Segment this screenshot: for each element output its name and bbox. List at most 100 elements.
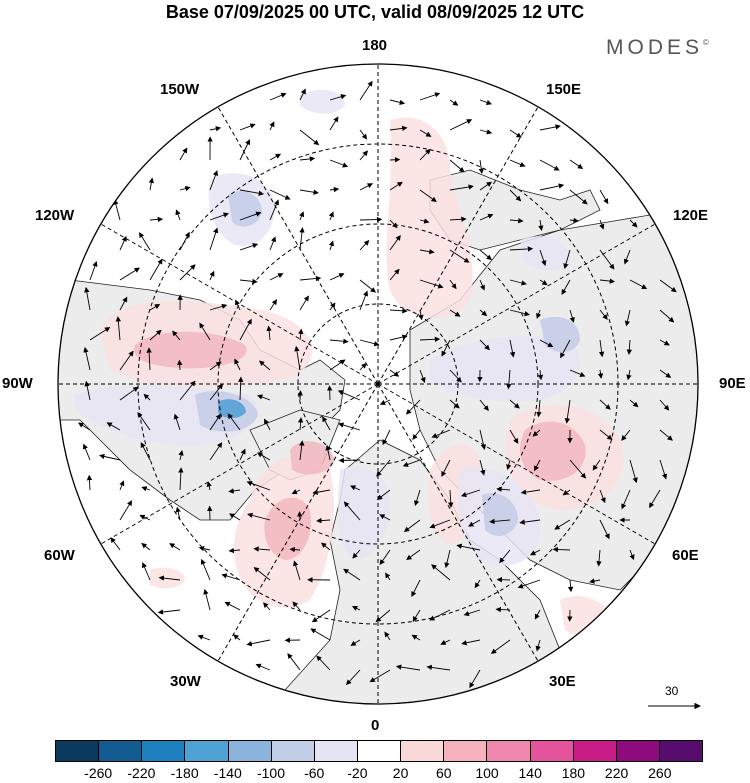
wind-vector xyxy=(539,339,554,348)
wind-vector xyxy=(560,339,571,359)
wind-vector xyxy=(449,369,462,383)
colorbar-tick-label: -100 xyxy=(256,765,286,781)
colorbar-tick-label: 100 xyxy=(475,765,499,781)
meridian-line xyxy=(217,106,379,385)
wind-vector-layer xyxy=(78,80,677,689)
wind-vector xyxy=(564,399,571,424)
wind-vector xyxy=(495,606,511,613)
wind-vector xyxy=(209,126,222,132)
wind-vector xyxy=(329,273,345,281)
wind-vector xyxy=(294,345,301,371)
wind-vector xyxy=(239,448,246,461)
wind-vector xyxy=(343,501,361,521)
wind-vector xyxy=(209,413,222,431)
wind-vector xyxy=(269,236,276,251)
wind-vector xyxy=(143,393,151,401)
wind-vector xyxy=(599,189,609,205)
wind-vector xyxy=(479,339,490,351)
wind-vector xyxy=(234,358,241,371)
colorbar-tick-label: 20 xyxy=(392,765,409,781)
wind-vector xyxy=(419,248,435,255)
lon-label-150w: 150W xyxy=(160,81,200,98)
reference-vector-label: 30 xyxy=(665,684,679,698)
wind-vector xyxy=(659,459,668,480)
wind-vector xyxy=(629,279,648,290)
wind-vector xyxy=(209,170,218,191)
wind-vector xyxy=(395,664,421,671)
colorbar-tick-label: 60 xyxy=(436,765,452,781)
wind-vector xyxy=(351,606,361,611)
wind-vector xyxy=(537,369,544,381)
wind-vector xyxy=(659,429,673,441)
wind-vector xyxy=(376,459,391,477)
wind-vector xyxy=(389,219,398,229)
wind-vector xyxy=(479,309,488,317)
wind-vector xyxy=(119,500,133,521)
wind-vector xyxy=(449,216,467,222)
colorbar-swatch xyxy=(444,741,488,761)
wind-vector xyxy=(140,442,151,461)
wind-vector xyxy=(264,418,271,431)
wind-vector xyxy=(589,578,601,584)
wind-vector xyxy=(479,399,489,412)
wind-vector xyxy=(229,513,241,521)
wind-vector xyxy=(624,309,631,327)
wind-vector xyxy=(359,290,369,311)
meridian-line xyxy=(100,383,379,545)
wind-vector xyxy=(266,325,272,341)
wind-vector xyxy=(209,212,229,221)
wind-vector xyxy=(599,519,610,540)
wind-vector xyxy=(449,309,461,317)
wind-vector xyxy=(535,639,541,652)
anomaly-region xyxy=(482,492,518,536)
wind-vector xyxy=(441,459,451,477)
wind-vector xyxy=(567,579,574,593)
wind-vector xyxy=(310,628,331,641)
wind-vector xyxy=(478,159,484,174)
wind-vector xyxy=(316,655,331,671)
lon-label-60e: 60E xyxy=(672,547,699,564)
wind-vector xyxy=(509,246,534,252)
wind-vector xyxy=(659,279,677,293)
wind-vector xyxy=(299,440,305,461)
wind-vector xyxy=(448,489,454,508)
wind-vector xyxy=(83,346,91,371)
wind-vector xyxy=(292,601,301,611)
wind-vector xyxy=(599,489,606,504)
wind-vector xyxy=(569,189,588,205)
meridian-line xyxy=(377,223,656,385)
wind-vector xyxy=(379,399,391,405)
wind-vector xyxy=(239,278,258,285)
lon-label-0: 0 xyxy=(371,717,380,734)
wind-vector xyxy=(599,278,615,284)
wind-vector xyxy=(554,519,571,530)
wind-vector xyxy=(539,159,560,171)
wind-vector xyxy=(139,514,151,521)
wind-vector xyxy=(269,92,287,101)
wind-vector xyxy=(490,639,511,654)
colorbar-swatch xyxy=(401,741,445,761)
wind-vector xyxy=(137,412,151,431)
wind-vector xyxy=(461,639,481,646)
wind-vector xyxy=(141,562,151,581)
wind-vector xyxy=(623,249,631,265)
wind-vector xyxy=(479,99,492,105)
wind-vector xyxy=(157,609,181,615)
wind-vector xyxy=(411,634,421,641)
anomaly-region xyxy=(386,117,473,319)
wind-vector xyxy=(359,183,373,191)
wind-vector xyxy=(253,546,271,552)
wind-vector xyxy=(149,258,163,281)
wind-vector xyxy=(534,609,541,620)
colorbar-tick-label: -60 xyxy=(304,765,325,781)
wind-vector xyxy=(536,399,542,418)
wind-vector xyxy=(262,602,271,611)
wind-vector xyxy=(359,80,373,101)
wind-vector xyxy=(552,546,571,553)
colorbar-swatch xyxy=(487,741,531,761)
wind-vector xyxy=(199,322,211,341)
wind-vector xyxy=(539,183,565,191)
wind-vector xyxy=(175,506,181,521)
wind-vector xyxy=(329,359,346,371)
wind-vector xyxy=(326,385,333,401)
